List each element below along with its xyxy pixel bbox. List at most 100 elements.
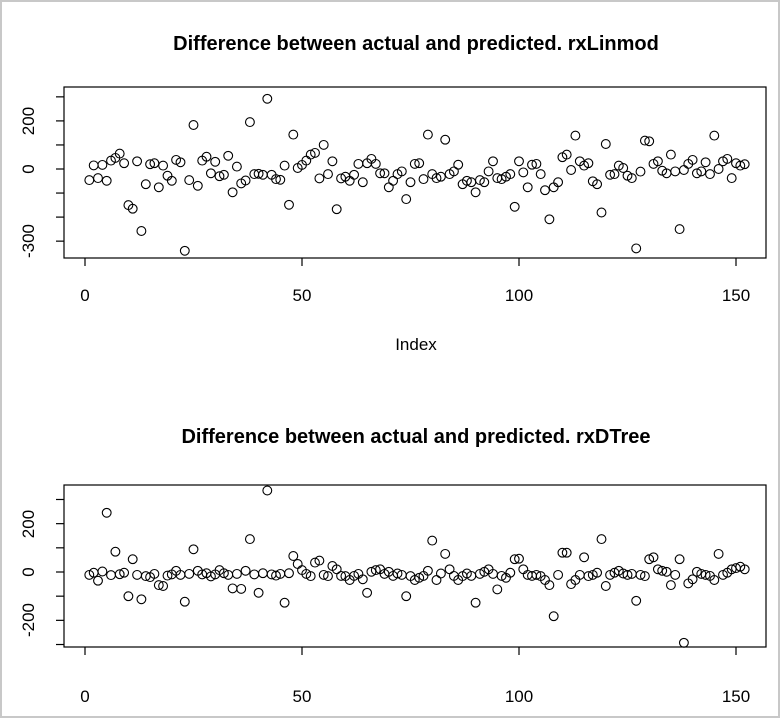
bottom-data-point — [496, 570, 507, 581]
top-data-point — [132, 156, 143, 167]
top-data-point — [544, 214, 555, 225]
top-xaxis-title: Index — [395, 335, 437, 354]
top-data-point — [505, 169, 516, 180]
bottom-data-point — [97, 566, 108, 577]
bottom-data-point — [518, 564, 529, 575]
top-data-point — [327, 156, 338, 167]
top-xtick-label-150: 150 — [721, 286, 751, 305]
top-data-point — [114, 148, 125, 159]
bottom-data-point — [362, 587, 373, 598]
bottom-data-point — [392, 568, 403, 579]
bottom-chart-title: Difference between actual and predicted.… — [181, 426, 651, 448]
top-data-point — [396, 166, 407, 177]
bottom-data-point — [401, 591, 412, 602]
bottom-data-point — [184, 568, 195, 579]
bottom-data-point — [101, 507, 112, 518]
bottom-data-point — [509, 554, 520, 565]
top-data-point — [279, 160, 290, 171]
bottom-data-point — [427, 535, 438, 546]
bottom-data-point — [357, 574, 368, 585]
top-data-point — [383, 182, 394, 193]
bottom-data-point — [631, 595, 642, 606]
top-data-point — [631, 243, 642, 254]
top-data-point — [678, 165, 689, 175]
top-data-point — [93, 173, 103, 184]
top-data-point — [414, 158, 425, 169]
bottom-data-point — [644, 554, 655, 565]
top-data-point — [618, 163, 629, 173]
top-data-point — [305, 149, 316, 160]
top-data-point — [592, 179, 603, 190]
top-data-point — [735, 160, 746, 171]
bottom-data-point — [548, 611, 559, 622]
top-data-point — [670, 166, 681, 177]
bottom-data-point — [635, 569, 646, 580]
top-xtick-label-0: 0 — [80, 286, 90, 305]
top-data-point — [388, 175, 399, 186]
bottom-data-point — [123, 591, 134, 602]
bottom-data-point — [292, 559, 303, 569]
top-data-point — [483, 166, 494, 177]
bottom-xtick-label-150: 150 — [721, 687, 751, 706]
bottom-data-point — [240, 565, 251, 576]
top-data-point — [527, 159, 537, 170]
bottom-data-point — [244, 534, 255, 545]
top-data-point — [722, 153, 733, 164]
bottom-data-point — [470, 597, 481, 608]
top-data-point — [431, 173, 442, 184]
top-data-point — [674, 224, 685, 235]
top-data-point — [179, 245, 190, 256]
bottom-data-point — [149, 568, 160, 579]
top-data-point — [700, 157, 711, 168]
top-data-point — [696, 166, 707, 177]
top-data-point — [205, 168, 216, 179]
top-data-point — [84, 175, 95, 186]
bottom-data-point — [271, 570, 281, 581]
bottom-data-point — [153, 580, 164, 591]
top-data-point — [349, 169, 360, 180]
top-data-point — [188, 120, 199, 130]
bottom-data-point — [474, 568, 485, 579]
bottom-data-point — [218, 568, 229, 579]
bottom-data-point — [305, 571, 316, 582]
top-data-point — [635, 166, 646, 177]
top-data-point — [166, 175, 177, 186]
top-data-point — [271, 174, 281, 185]
bottom-data-point — [249, 569, 260, 580]
top-data-point — [214, 171, 225, 182]
top-data-point — [370, 158, 381, 169]
top-data-point — [422, 129, 433, 140]
bottom-data-point — [370, 565, 381, 576]
top-data-point — [401, 194, 412, 205]
bottom-data-point — [284, 568, 294, 579]
top-plot-box — [63, 86, 767, 259]
top-data-point — [687, 154, 698, 165]
top-data-point — [561, 149, 572, 160]
top-data-point — [739, 159, 750, 170]
bottom-xtick-label-0: 0 — [80, 687, 90, 706]
top-data-point — [440, 134, 451, 145]
bottom-data-point — [592, 567, 603, 578]
bottom-data-point — [583, 571, 594, 582]
top-data-point — [288, 129, 299, 140]
top-data-point — [461, 175, 472, 186]
bottom-data-point — [136, 594, 147, 605]
top-data-point — [357, 177, 368, 188]
bottom-data-point — [713, 548, 724, 559]
bottom-data-point — [492, 584, 503, 595]
top-data-point — [583, 158, 594, 169]
top-data-point — [158, 160, 169, 171]
top-data-point — [262, 93, 273, 104]
bottom-data-point — [440, 548, 451, 559]
top-data-point — [409, 158, 420, 169]
top-data-point — [474, 175, 485, 186]
bottom-data-point — [505, 567, 516, 578]
top-data-point — [644, 136, 655, 147]
bottom-data-point — [553, 569, 564, 580]
top-data-point — [145, 159, 156, 170]
bottom-data-point — [310, 557, 320, 568]
bottom-data-point — [323, 571, 333, 582]
bottom-data-point — [431, 575, 442, 585]
top-data-point — [240, 175, 251, 186]
